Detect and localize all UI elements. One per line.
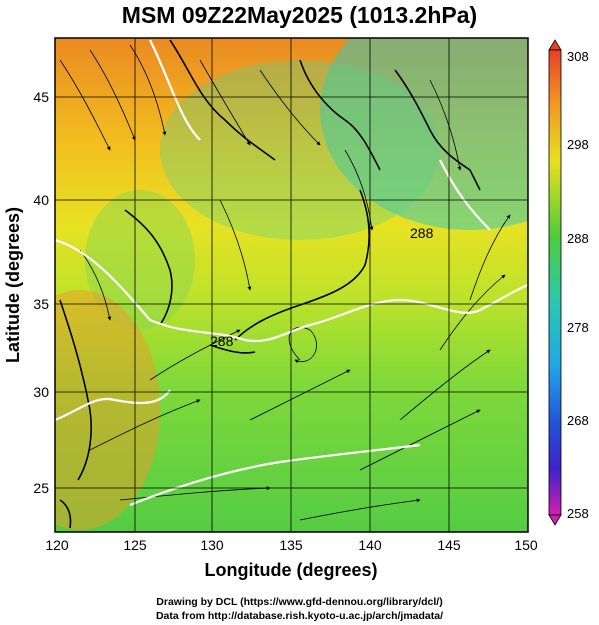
x-tick-label: 140 bbox=[358, 537, 382, 553]
x-axis-title: Longitude (degrees) bbox=[204, 560, 377, 580]
colorbar-tick-label: 258 bbox=[567, 506, 589, 521]
y-tick-label: 40 bbox=[33, 192, 49, 208]
contour-label: 288 bbox=[210, 333, 234, 349]
y-tick-label: 25 bbox=[33, 480, 49, 496]
colorbar-tick-label: 268 bbox=[567, 413, 589, 428]
colorbar-tick-label: 288 bbox=[567, 231, 589, 246]
credit-line-data: Data from http://database.rish.kyoto-u.a… bbox=[155, 610, 444, 622]
y-tick-label: 45 bbox=[33, 89, 49, 105]
x-tick-label: 150 bbox=[514, 537, 538, 553]
streamlines bbox=[59, 44, 511, 521]
colorbar-tick-label: 308 bbox=[567, 49, 589, 64]
colorbar-bottom-arrow bbox=[548, 514, 562, 526]
credit-line-dcl: Drawing by DCL (https://www.gfd-dennou.o… bbox=[156, 596, 443, 608]
x-tick-label: 125 bbox=[123, 537, 147, 553]
credits: Drawing by DCL (https://www.gfd-dennou.o… bbox=[0, 595, 599, 623]
colorbar-top-arrow bbox=[548, 39, 562, 51]
lat-lon-grid bbox=[55, 38, 528, 532]
map-title: MSM 09Z22May2025 (1013.2hPa) bbox=[121, 2, 478, 28]
x-axis-ticks: 120 125 130 135 140 145 150 bbox=[45, 537, 538, 553]
x-tick-label: 120 bbox=[45, 537, 69, 553]
x-tick-label: 130 bbox=[200, 537, 224, 553]
y-axis-ticks: 25 30 35 40 45 bbox=[33, 89, 49, 496]
coastlines bbox=[59, 39, 481, 529]
colorbar-scale bbox=[548, 49, 562, 516]
contour-label: 288 bbox=[410, 225, 434, 241]
y-axis-title: Latitude (degrees) bbox=[3, 207, 23, 363]
y-tick-label: 30 bbox=[33, 384, 49, 400]
colorbar-tick-label: 278 bbox=[567, 320, 589, 335]
map-frame bbox=[54, 37, 529, 533]
contour-labels: 288 288 bbox=[210, 225, 434, 349]
x-tick-label: 145 bbox=[437, 537, 461, 553]
temperature-field bbox=[55, 38, 528, 532]
colorbar: 308 298 288 278 268 258 bbox=[548, 39, 589, 526]
colorbar-tick-label: 298 bbox=[567, 137, 589, 152]
x-tick-label: 135 bbox=[279, 537, 303, 553]
y-tick-label: 35 bbox=[33, 296, 49, 312]
isotherm-contours bbox=[55, 39, 528, 507]
